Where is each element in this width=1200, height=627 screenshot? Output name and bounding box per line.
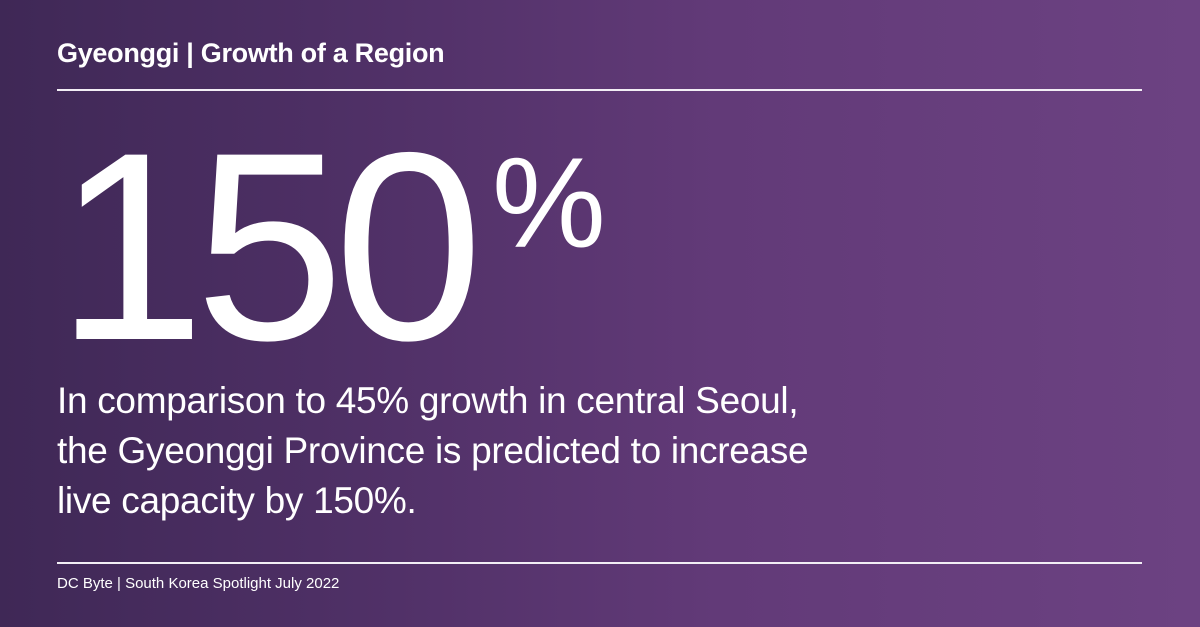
stat-value: 150 [56,96,483,396]
description-line: the Gyeonggi Province is predicted to in… [57,430,809,471]
footer-source: DC Byte | South Korea Spotlight July 202… [57,575,340,592]
top-divider [57,89,1142,91]
description-line: In comparison to 45% growth in central S… [57,380,799,421]
description: In comparison to 45% growth in central S… [57,376,957,526]
page-title: Gyeonggi | Growth of a Region [57,38,445,68]
description-line: live capacity by 150%. [57,480,417,521]
bottom-divider [57,562,1142,564]
stat-unit: % [492,132,606,275]
